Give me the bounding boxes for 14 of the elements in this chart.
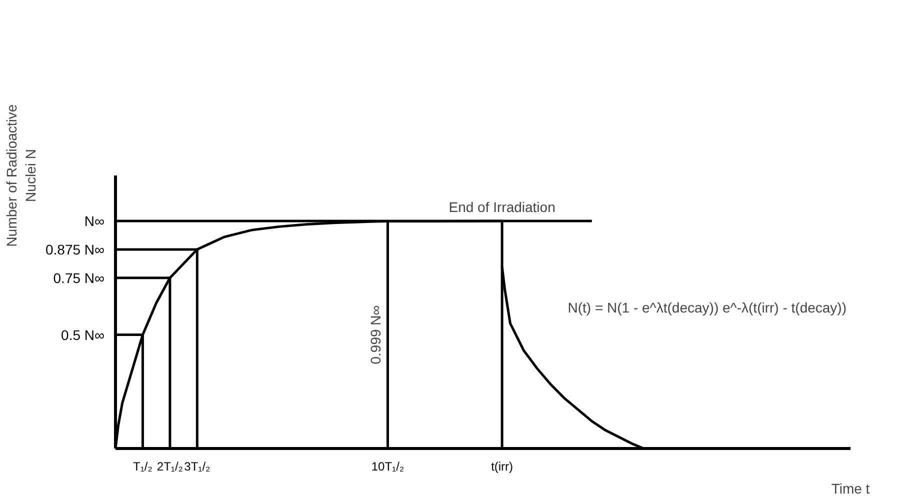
y-tick-label: 0.75 N∞ xyxy=(53,270,105,286)
y-tick-label: 0.875 N∞ xyxy=(45,241,105,258)
x-tick-label: 3T₁/₂ xyxy=(184,460,211,474)
x-tick-label: 2T₁/₂ xyxy=(156,460,184,474)
y-tick-label: N∞ xyxy=(84,213,105,229)
annotation: 0.999 N∞ xyxy=(368,305,384,364)
x-tick-label: T₁/₂ xyxy=(133,460,153,474)
y-tick-label: 0.5 N∞ xyxy=(61,326,105,343)
annotation: N(t) = N(1 - e^λt(decay)) e^-λ(t(irr) - t(decay)) xyxy=(568,299,847,316)
x-tick-label: 10T₁/₂ xyxy=(371,460,404,474)
x-axis-title: Time t xyxy=(831,480,870,496)
x-tick-label: t(irr) xyxy=(491,460,514,474)
y-axis-title: Number of Radioactive Nuclei N xyxy=(3,104,38,247)
annotation: End of Irradiation xyxy=(448,199,556,215)
